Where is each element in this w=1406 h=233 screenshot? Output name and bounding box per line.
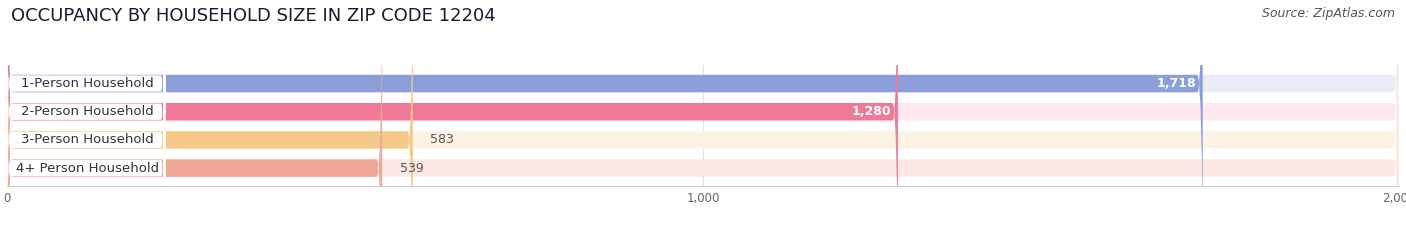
FancyBboxPatch shape [7, 0, 382, 233]
FancyBboxPatch shape [7, 0, 1202, 233]
Text: Source: ZipAtlas.com: Source: ZipAtlas.com [1261, 7, 1395, 20]
FancyBboxPatch shape [7, 0, 898, 233]
Text: 1,280: 1,280 [851, 105, 891, 118]
FancyBboxPatch shape [7, 0, 1399, 233]
Text: OCCUPANCY BY HOUSEHOLD SIZE IN ZIP CODE 12204: OCCUPANCY BY HOUSEHOLD SIZE IN ZIP CODE … [11, 7, 496, 25]
Text: 1,718: 1,718 [1156, 77, 1195, 90]
FancyBboxPatch shape [6, 0, 166, 233]
FancyBboxPatch shape [6, 0, 166, 233]
Text: 2-Person Household: 2-Person Household [21, 105, 153, 118]
Text: 583: 583 [430, 134, 454, 146]
FancyBboxPatch shape [7, 0, 1399, 233]
FancyBboxPatch shape [6, 0, 166, 233]
Text: 539: 539 [399, 161, 423, 175]
FancyBboxPatch shape [6, 0, 166, 233]
FancyBboxPatch shape [7, 0, 1399, 233]
FancyBboxPatch shape [7, 0, 413, 233]
Text: 4+ Person Household: 4+ Person Household [15, 161, 159, 175]
Text: 3-Person Household: 3-Person Household [21, 134, 153, 146]
FancyBboxPatch shape [7, 0, 1399, 233]
Text: 1-Person Household: 1-Person Household [21, 77, 153, 90]
